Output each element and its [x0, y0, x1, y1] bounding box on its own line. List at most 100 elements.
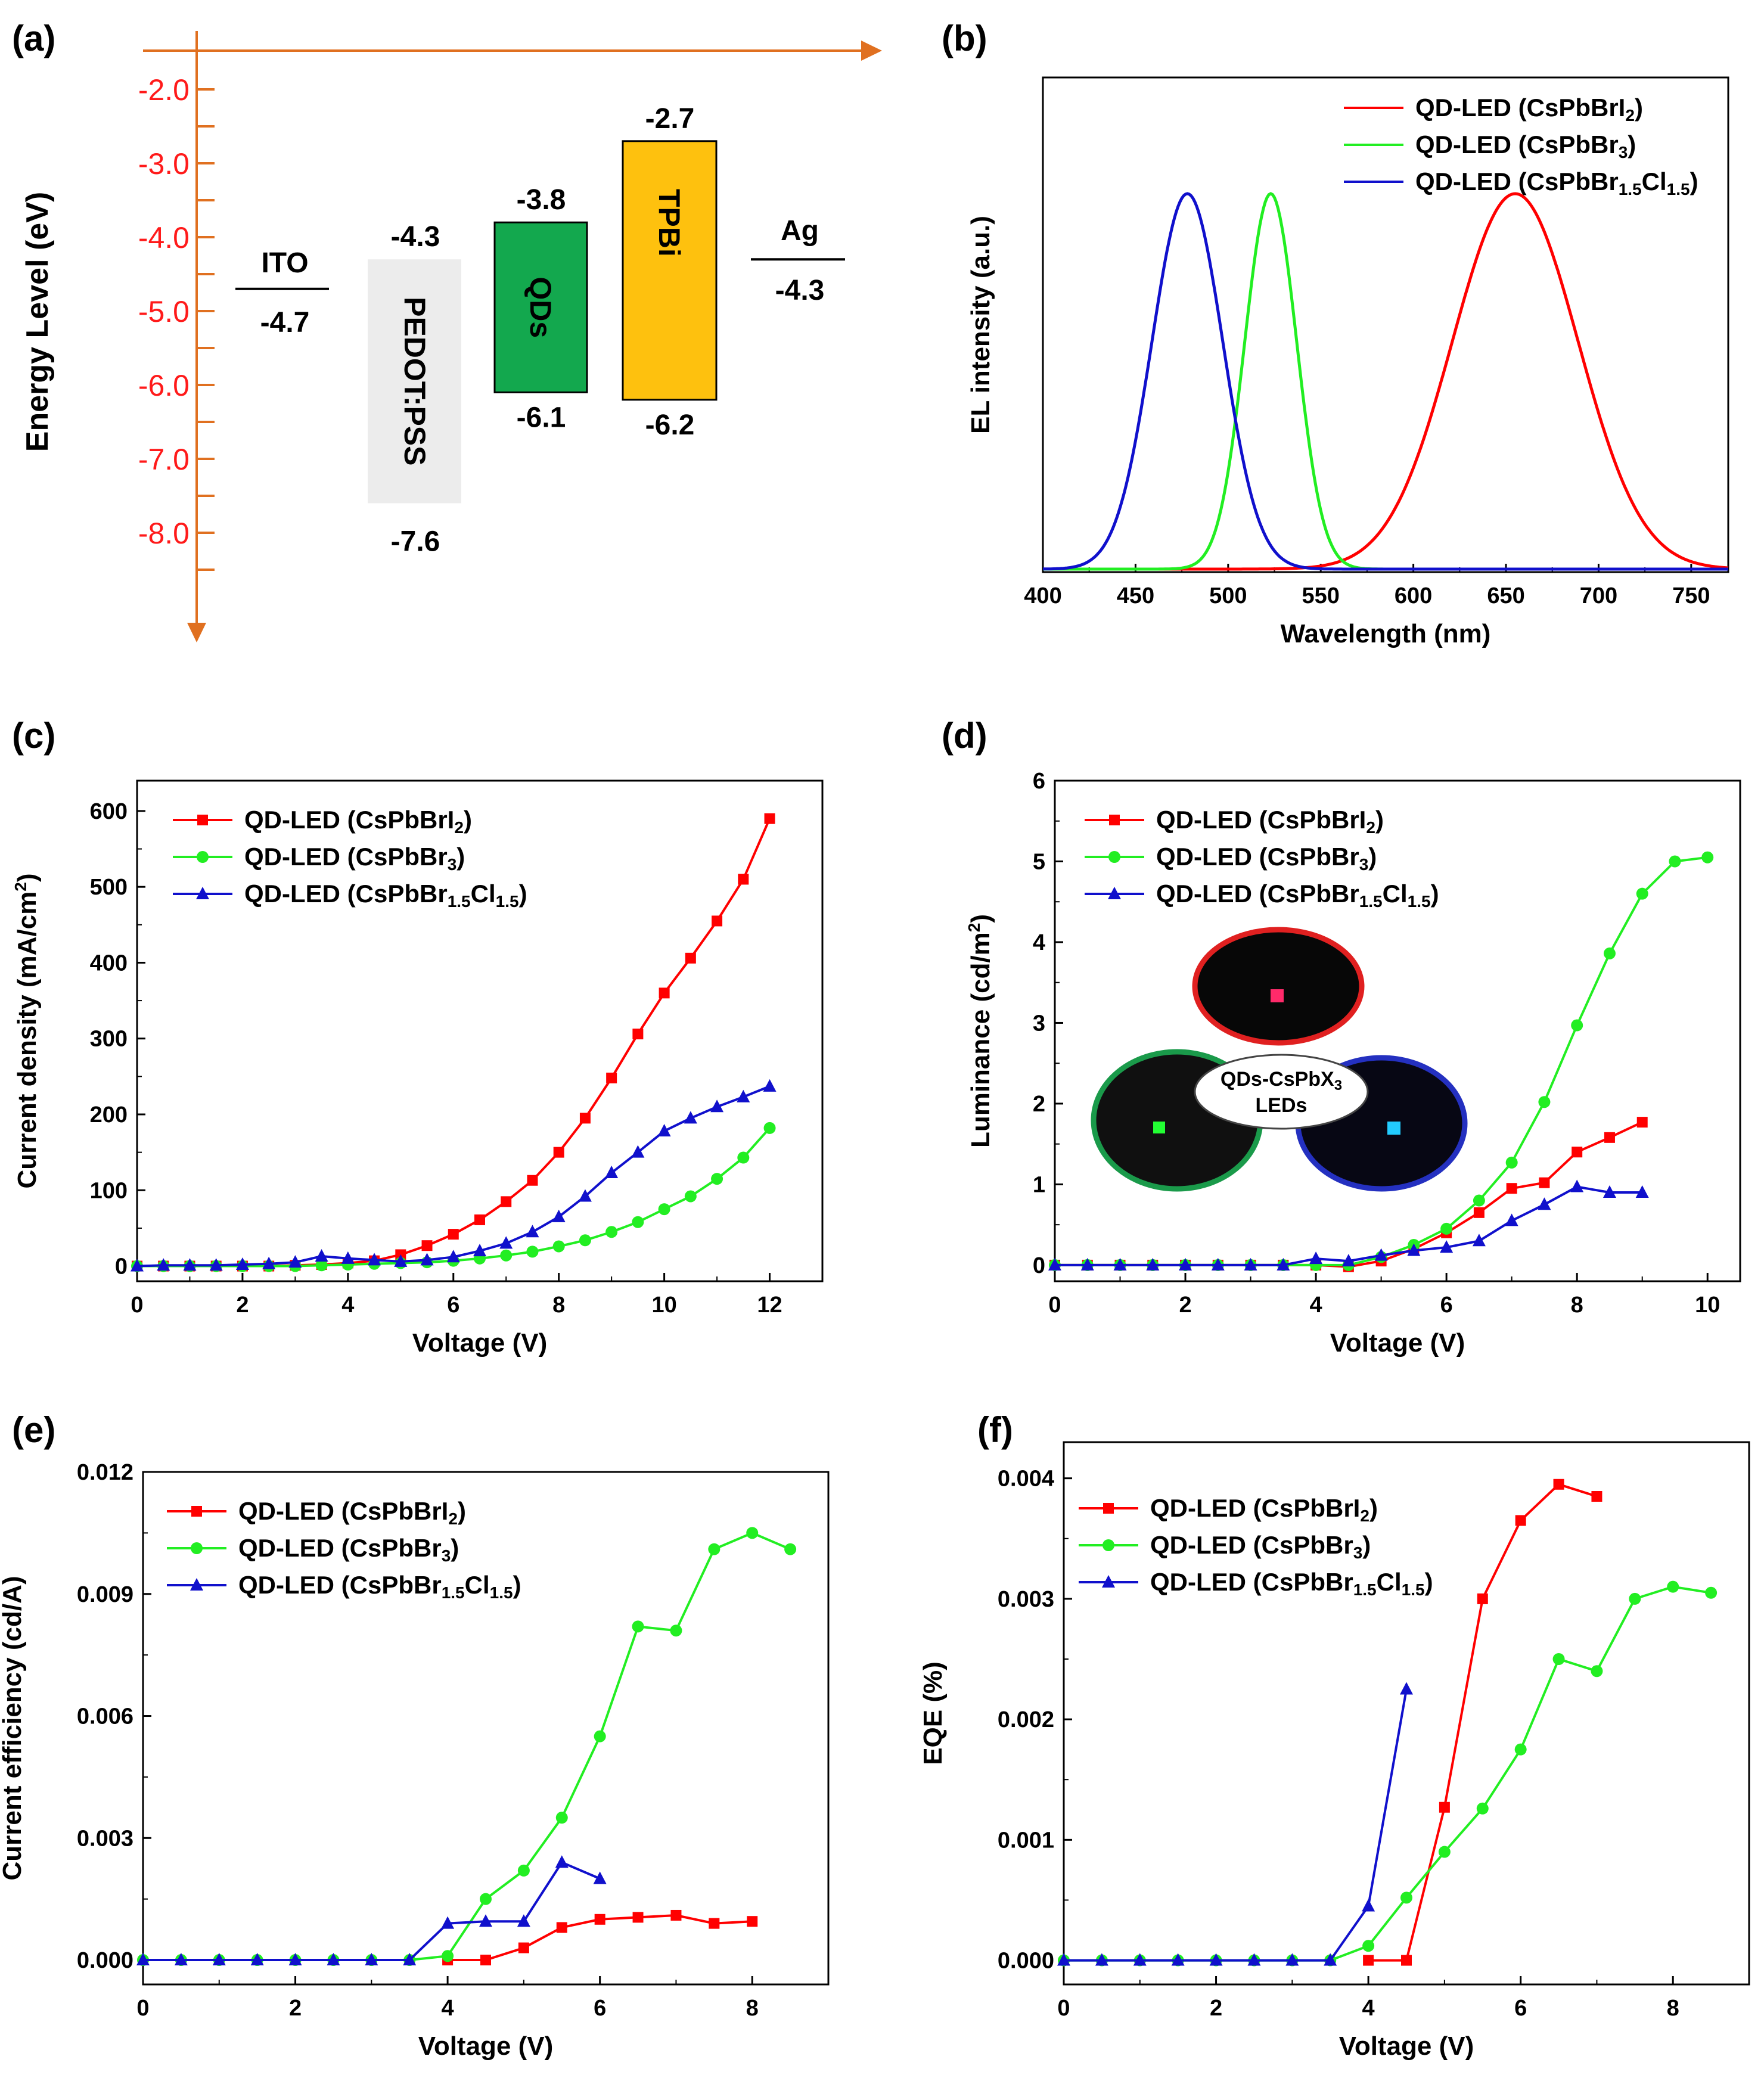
y-tick-label: 0	[115, 1254, 128, 1279]
y-tick-label: -6.0	[138, 369, 190, 402]
y-axis-title-part: Current efficiency (cd/A)	[0, 1576, 27, 1881]
ito-label: ITO	[261, 247, 308, 279]
data-point	[315, 1249, 328, 1262]
y-tick-label: 0.000	[77, 1948, 133, 1973]
y-tick-label: 0	[1033, 1253, 1045, 1278]
data-point	[737, 1151, 750, 1164]
y-tick-label: -5.0	[138, 295, 190, 328]
data-point	[157, 1258, 170, 1271]
y-tick-label: -8.0	[138, 517, 190, 550]
x-tick-label: 2	[1210, 1996, 1222, 2021]
x-tick-label: 8	[746, 1996, 759, 2021]
legend-label: QD-LED (CsPbBr3)	[1150, 1531, 1371, 1562]
data-point	[191, 1506, 202, 1517]
panel-label: (e)	[12, 1410, 55, 1450]
data-point	[1667, 1580, 1679, 1593]
data-point	[136, 1953, 150, 1966]
y-axis-title: Luminance (cd/m2)	[965, 914, 995, 1148]
data-point	[710, 1099, 724, 1113]
series-line	[1064, 1585, 1712, 1962]
series	[1058, 1580, 1718, 1967]
x-tick-label: 12	[757, 1293, 782, 1318]
y-tick-label: 500	[90, 875, 128, 900]
data-point	[197, 815, 208, 825]
data-point	[479, 1914, 492, 1927]
data-point	[709, 1918, 720, 1929]
legend-label-subscript: 2	[454, 818, 464, 837]
legend-label: QD-LED (CsPbBr3)	[1415, 131, 1636, 161]
series	[131, 1122, 776, 1272]
legend-label-part: )	[1362, 1531, 1371, 1559]
data-point	[1109, 815, 1120, 825]
data-point	[474, 1214, 485, 1225]
data-point	[594, 1914, 605, 1925]
legend-label-part: QD-LED (CsPbBr	[238, 1534, 442, 1562]
y-axis-title-superscript: 2	[11, 882, 30, 892]
data-point	[578, 1189, 592, 1202]
series	[1363, 1478, 1602, 1966]
qds-box	[493, 221, 588, 393]
legend-label-part: )	[1628, 131, 1636, 159]
legend-label-subscript: 1.5	[448, 892, 471, 911]
legend-label-subscript: 3	[1353, 1543, 1363, 1562]
y-axis-title-part: )	[13, 874, 42, 883]
data-point	[670, 1909, 682, 1921]
x-axis-title: Voltage (V)	[1339, 2032, 1474, 2061]
blue-led-spot	[1387, 1122, 1400, 1135]
data-point	[1171, 1953, 1185, 1966]
data-point	[764, 813, 775, 824]
data-point	[421, 1240, 433, 1251]
data-point	[1570, 1179, 1584, 1192]
y-axis-title-part: Current density (mA/cm	[13, 892, 42, 1189]
data-point	[1505, 1213, 1518, 1226]
data-point	[555, 1812, 568, 1824]
data-point	[501, 1196, 512, 1207]
data-point	[1552, 1653, 1565, 1665]
legend-label-part: QD-LED (CsPbBr	[244, 880, 448, 908]
x-tick-label: 10	[1695, 1293, 1720, 1318]
y-tick-label: 6	[1033, 769, 1045, 794]
legend-label-part: QD-LED (CsPbBr	[1415, 167, 1619, 195]
legend-label-subscript: 1.5	[496, 892, 519, 911]
data-point	[1636, 887, 1648, 900]
x-tick-label: 450	[1117, 583, 1154, 608]
data-point	[685, 952, 696, 964]
data-point	[1538, 1197, 1551, 1210]
legend-label-part: QD-LED (CsPbBr	[244, 843, 448, 871]
x-axis-title: Voltage (V)	[412, 1328, 548, 1358]
data-point	[1440, 1240, 1454, 1253]
data-point	[605, 1166, 619, 1178]
data-point	[552, 1240, 565, 1253]
data-point	[784, 1543, 797, 1555]
spectrum-curve	[1043, 192, 1728, 571]
legend-label-part: QD-LED (CsPbBrI	[1150, 1494, 1360, 1522]
data-point	[1374, 1248, 1388, 1261]
x-tick-label: 0	[1048, 1293, 1061, 1318]
data-point	[1635, 1185, 1649, 1198]
data-point	[552, 1209, 566, 1222]
data-point	[1476, 1802, 1489, 1815]
y-tick-label: 3	[1033, 1011, 1045, 1036]
x-tick-label: 8	[1571, 1293, 1583, 1318]
legend-label-subscript: 3	[1619, 143, 1628, 161]
data-point	[1080, 1257, 1094, 1271]
data-point	[605, 1226, 618, 1238]
data-point	[131, 1259, 144, 1272]
panel-d: 0 2 4 6 8 10 0 1 2 3 4 5 6 Voltage (V) Luminance (cd/m…	[942, 716, 1741, 1358]
data-point	[183, 1258, 197, 1271]
data-point	[235, 1257, 249, 1270]
x-tick-label: 2	[236, 1293, 249, 1318]
data-point	[1629, 1592, 1641, 1605]
legend-label-part: )	[1690, 167, 1698, 195]
data-point	[1113, 1257, 1127, 1271]
data-point	[442, 1950, 454, 1962]
y-tick-label: -4.0	[138, 221, 190, 254]
x-tick-label: 550	[1302, 583, 1340, 608]
data-point	[526, 1225, 539, 1238]
data-point	[659, 987, 670, 999]
legend-label: QD-LED (CsPbBr1.5Cl1.5)	[1150, 1568, 1433, 1599]
x-tick-label: 4	[1310, 1293, 1322, 1318]
qds-top-label: -3.8	[517, 184, 566, 216]
legend: QD-LED (CsPbBrI2)QD-LED (CsPbBr3)QD-LED …	[167, 1497, 521, 1602]
data-point	[527, 1175, 538, 1186]
